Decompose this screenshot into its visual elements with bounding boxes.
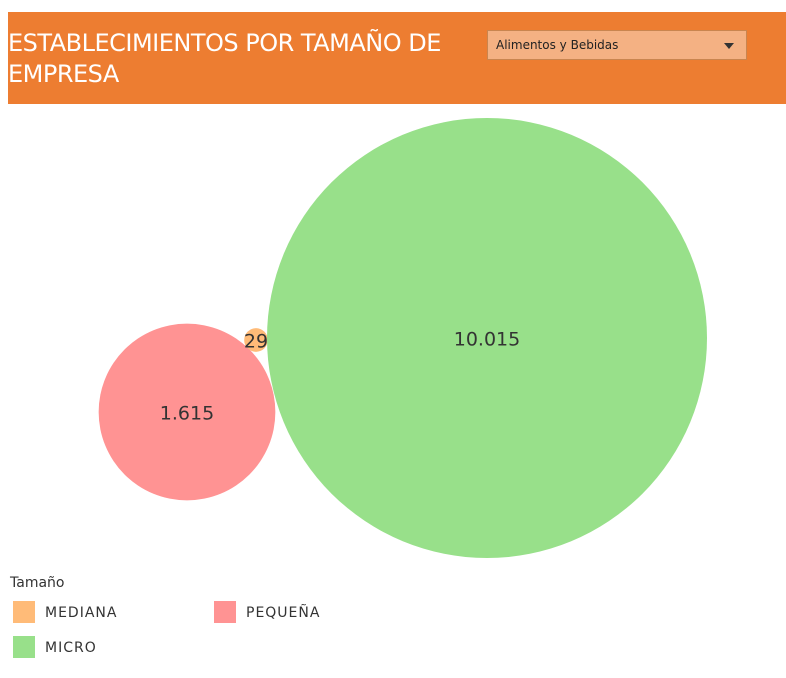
title: ESTABLECIMIENTOS POR TAMAÑO DE EMPRESA bbox=[8, 29, 441, 88]
legend-label: MICRO bbox=[45, 640, 97, 656]
data-label: 29 bbox=[244, 331, 268, 353]
legend-swatch bbox=[214, 601, 236, 623]
header: ESTABLECIMIENTOS POR TAMAÑO DE EMPRESA A… bbox=[8, 12, 786, 104]
bubble bbox=[244, 328, 268, 352]
data-label: 10.015 bbox=[454, 329, 520, 351]
data-label: 1.615 bbox=[160, 403, 214, 425]
legend-swatch bbox=[13, 601, 35, 623]
bubble bbox=[267, 118, 707, 558]
legend-swatch bbox=[13, 636, 35, 658]
legend-title: Tamaño bbox=[9, 575, 64, 591]
filter-dropdown[interactable]: Alimentos y Bebidas bbox=[487, 30, 747, 60]
bubble bbox=[98, 323, 276, 501]
legend-label: PEQUEÑA bbox=[246, 604, 320, 621]
legend-label: MEDIANA bbox=[45, 605, 117, 621]
